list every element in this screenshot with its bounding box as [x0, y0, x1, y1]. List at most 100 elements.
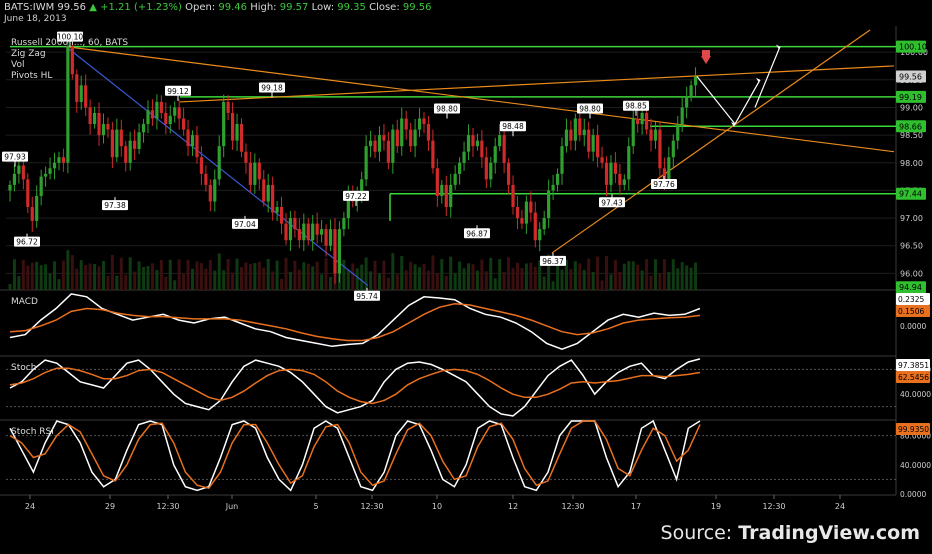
volume-bar	[106, 276, 110, 290]
candle-body	[186, 129, 190, 147]
candle-body	[368, 140, 373, 147]
projection-arrow-head	[776, 44, 780, 50]
candle-body	[515, 207, 520, 219]
candle-body	[177, 107, 181, 119]
pivot-label: 99.18	[261, 83, 283, 92]
volume-bar	[191, 268, 195, 290]
candle-body	[533, 212, 537, 241]
candle-body	[555, 173, 560, 185]
candle-body	[462, 151, 466, 163]
volume-bar	[386, 277, 390, 290]
x-tick-label: Jun	[225, 502, 239, 511]
macd-title: MACD	[11, 297, 38, 307]
indicator-badge-label: 62.5456	[898, 373, 929, 382]
volume-bar	[395, 274, 399, 290]
volume-bar	[382, 260, 386, 290]
candle-body	[618, 173, 622, 185]
volume-bar	[449, 256, 453, 290]
candle-body	[693, 76, 698, 86]
volume-bar	[75, 268, 79, 290]
volume-bar	[569, 269, 573, 290]
indicator-badge-label: 0.1506	[898, 307, 924, 316]
volume-bar	[84, 265, 88, 290]
volume-bar	[391, 253, 395, 290]
volume-bar	[556, 259, 560, 290]
candle-body	[213, 179, 217, 202]
high-value: 99.57	[279, 2, 309, 13]
volume-bar	[467, 263, 471, 290]
volume-bar	[560, 269, 564, 290]
pivot-label: 96.87	[466, 229, 488, 238]
candle-body	[458, 162, 462, 174]
volume-bar	[680, 262, 684, 290]
candle-body	[244, 151, 248, 163]
candle-body	[480, 140, 484, 158]
pivot-label-box	[57, 31, 83, 42]
candle-body	[97, 112, 101, 136]
volume-bar	[128, 257, 132, 290]
indicator-badge	[896, 305, 930, 317]
projection-arrow	[734, 79, 761, 125]
volume-bar	[587, 258, 591, 290]
candle-body	[640, 112, 644, 125]
volume-bar	[627, 261, 631, 290]
candle-body	[17, 165, 21, 174]
candle-body	[604, 162, 609, 185]
candle-body	[444, 184, 448, 208]
candle-body	[222, 101, 226, 147]
volume-bar	[355, 268, 359, 290]
candle-body	[506, 162, 511, 185]
candle-body	[431, 140, 435, 169]
symbol-name: BATS:IWM	[4, 2, 55, 13]
pivot-label-box	[259, 82, 285, 93]
candle-body	[685, 96, 689, 108]
price-badge	[896, 90, 926, 103]
candle-body	[57, 157, 61, 163]
y-tick-label: 100.00	[900, 48, 928, 57]
candle-body	[569, 129, 573, 141]
candle-body	[426, 124, 431, 141]
pivot-label-box	[464, 228, 490, 239]
indicator-tick-label: 0.0000	[900, 322, 926, 331]
pivot-label-box	[165, 85, 191, 96]
candle-body	[466, 135, 471, 152]
pivot-label: 97.43	[601, 198, 623, 207]
x-tick-label: 24	[835, 502, 845, 511]
candle-body	[199, 157, 204, 174]
candle-body	[484, 157, 488, 180]
x-tick-label: 12:30	[561, 502, 584, 511]
pivot-label-box	[343, 190, 369, 201]
candle-body	[662, 168, 666, 180]
pivot-label-box	[540, 255, 566, 266]
volume-bar	[17, 276, 21, 290]
volume-bar	[653, 259, 657, 290]
x-tick-label: 17	[631, 502, 641, 511]
volume-bar	[284, 257, 288, 290]
candle-body	[360, 179, 364, 194]
volume-bar	[342, 259, 346, 290]
y-tick-label: 96.50	[900, 242, 923, 251]
volume-bar	[418, 267, 422, 290]
macd-series-line	[9, 293, 701, 351]
legend-entry: Pivots HL	[11, 71, 52, 81]
volume-bar	[605, 256, 609, 290]
volume-bar	[547, 254, 551, 290]
volume-bar	[515, 262, 519, 290]
volume-bar	[257, 261, 261, 290]
volume-bar	[35, 261, 39, 290]
volume-bar	[578, 263, 582, 290]
pivot-label: 98.80	[579, 105, 601, 114]
pivot-label: 98.48	[502, 122, 524, 131]
candle-body	[61, 157, 66, 163]
candle-body	[413, 129, 417, 147]
volume-bar	[636, 264, 640, 290]
volume-bar	[21, 259, 25, 290]
price-badge	[896, 70, 926, 83]
volume-bar	[195, 261, 199, 290]
candle-body	[320, 229, 324, 235]
pivot-label: 97.93	[4, 153, 26, 162]
projection-arrow	[754, 46, 781, 108]
pivot-label-box	[577, 103, 603, 114]
candle-body	[79, 85, 83, 102]
